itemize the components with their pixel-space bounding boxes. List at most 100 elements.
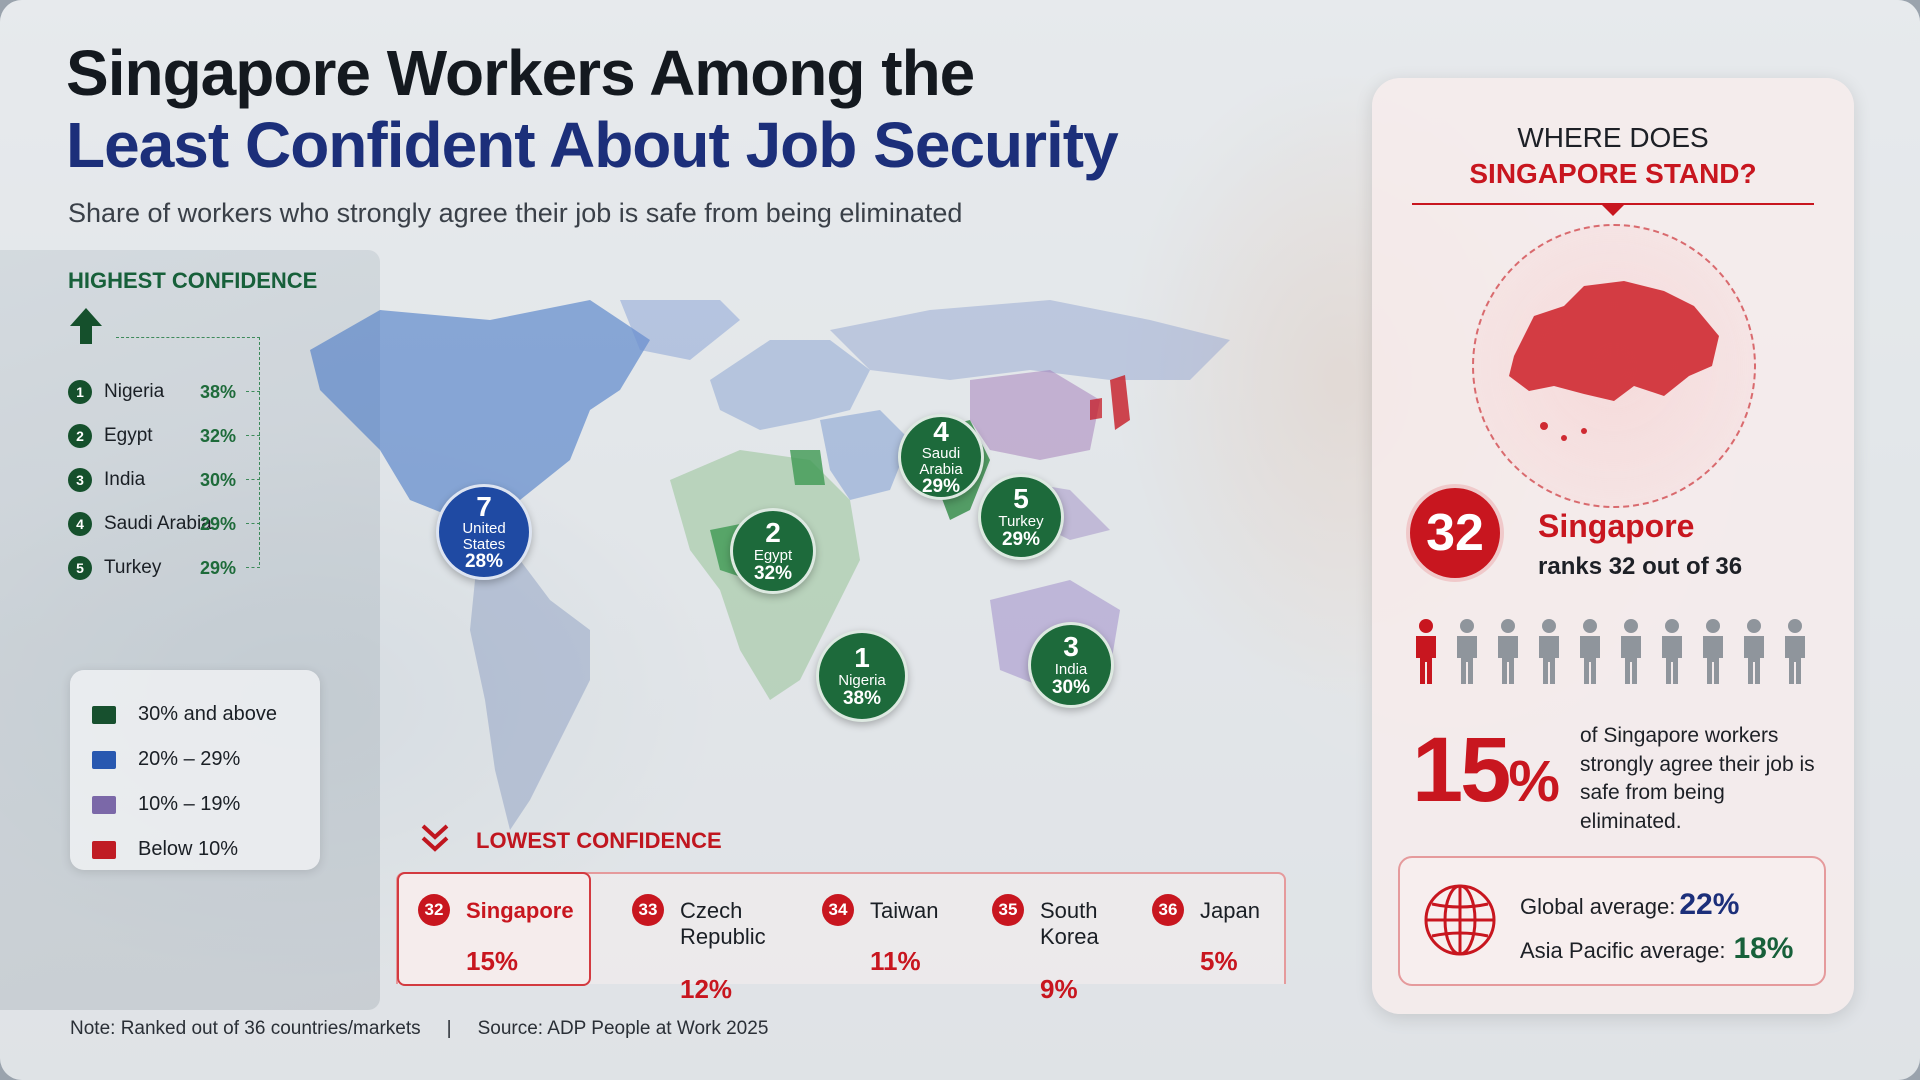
bracket-tick xyxy=(246,391,260,392)
bubble-country: India xyxy=(1054,660,1088,678)
page-title: Singapore Workers Among the Least Confid… xyxy=(66,37,1119,182)
legend-item: 10% – 19% xyxy=(92,782,320,827)
bubble-country: Nigeria xyxy=(838,671,886,689)
person-icon xyxy=(1498,619,1518,684)
person-icon xyxy=(1457,619,1477,684)
bubble-country: Turkey xyxy=(998,512,1044,530)
apac-average-label: Asia Pacific average: xyxy=(1520,938,1726,963)
highest-confidence-list: 1 Nigeria 38% 2 Egypt 32% 3 India 30% 4 Saudi Arab… xyxy=(68,370,268,590)
bubble-percentage: 38% xyxy=(842,687,882,709)
greenland-shape xyxy=(620,290,740,360)
footer: Note: Ranked out of 36 countries/markets… xyxy=(70,1018,768,1040)
panel-question-line-2: SINGAPORE STAND? xyxy=(1469,158,1757,189)
person-icon xyxy=(1621,619,1641,684)
apac-average: Asia Pacific average: 18% xyxy=(1520,932,1793,966)
double-chevron-down-icon xyxy=(421,824,449,852)
legend-label: 10% – 19% xyxy=(138,793,241,815)
big-percentage-symbol: % xyxy=(1508,749,1560,814)
panel-country: Singapore xyxy=(1538,508,1695,544)
legend-label: Below 10% xyxy=(138,838,239,860)
country-percentage: 5% xyxy=(1200,946,1238,976)
egypt-shape xyxy=(790,450,825,485)
person-icon xyxy=(1662,619,1682,684)
rank-number: 34 xyxy=(822,894,854,926)
panel-question-line-1: WHERE DOES xyxy=(1517,122,1709,153)
title-line-1: Singapore Workers Among the xyxy=(66,37,975,109)
person-icon xyxy=(1416,619,1436,684)
bubble-rank: 7 xyxy=(476,490,492,522)
bubble-rank: 3 xyxy=(1063,631,1079,663)
bubble-country: Saudi Arabia xyxy=(919,444,963,478)
bubble-percentage: 29% xyxy=(1001,528,1041,550)
singapore-highlight-box xyxy=(397,872,591,986)
top-list-item: 5 Turkey 29% xyxy=(68,546,268,590)
global-average: Global average: 22% xyxy=(1520,888,1739,922)
up-arrow-icon xyxy=(70,308,102,344)
person-icon xyxy=(1703,619,1723,684)
korea-shape xyxy=(1090,398,1102,420)
bubble-percentage: 29% xyxy=(921,476,961,498)
bubble-country: United States xyxy=(462,519,506,553)
rank-number: 3 xyxy=(68,468,92,492)
world-map-svg xyxy=(310,290,1230,830)
legend-swatch xyxy=(92,795,116,814)
map-bubble: 2 Egypt 32% xyxy=(730,508,816,594)
country-name: India xyxy=(104,469,146,490)
country-name: Saudi Arabia xyxy=(104,513,212,534)
bubble-rank: 1 xyxy=(854,642,870,674)
global-average-label: Global average: xyxy=(1520,894,1676,919)
lowest-confidence-heading: LOWEST CONFIDENCE xyxy=(476,828,722,853)
rank-number: 36 xyxy=(1152,894,1184,926)
footer-note: Note: Ranked out of 36 countries/markets xyxy=(70,1018,421,1039)
middle-east-shape xyxy=(820,410,910,500)
map-bubble: 4 Saudi Arabia 29% xyxy=(898,414,984,500)
bracket-tick xyxy=(246,435,260,436)
panel-rank-text: ranks 32 out of 36 xyxy=(1538,553,1743,580)
averages-box: Global average: 22% Asia Pacific average:… xyxy=(1398,856,1826,986)
people-icon-row xyxy=(1416,619,1805,684)
title-line-2: Least Confident About Job Security xyxy=(66,109,1119,182)
country-percentage: 12% xyxy=(680,974,733,1004)
singapore-map-circle xyxy=(1472,224,1756,508)
rank-number: 5 xyxy=(68,556,92,580)
country-percentage: 29% xyxy=(200,513,237,534)
map-bubble: 3 India 30% xyxy=(1028,622,1114,708)
bracket-tick xyxy=(246,479,260,480)
legend-swatch xyxy=(92,840,116,859)
bubble-rank: 4 xyxy=(933,415,949,447)
apac-average-value: 18% xyxy=(1733,932,1794,965)
bracket-tick xyxy=(246,523,260,524)
panel-divider-pointer xyxy=(1601,204,1625,216)
south-america-shape xyxy=(470,530,590,830)
country-percentage: 38% xyxy=(200,381,237,402)
legend-swatch xyxy=(92,705,116,724)
legend-item: 20% – 29% xyxy=(92,737,320,782)
russia-shape xyxy=(830,300,1230,380)
country-name: Taiwan xyxy=(870,898,939,923)
world-map xyxy=(290,290,1390,860)
person-icon xyxy=(1539,619,1559,684)
top-list-item: 4 Saudi Arabia 29% xyxy=(68,502,268,546)
rank-number: 33 xyxy=(632,894,664,926)
country-name: Japan xyxy=(1200,898,1260,923)
legend-item: 30% and above xyxy=(92,692,320,737)
big-percentage: 15% xyxy=(1412,718,1560,823)
rank-number: 1 xyxy=(68,380,92,404)
singapore-map-shape xyxy=(1509,281,1719,441)
country-percentage: 9% xyxy=(1040,974,1078,1004)
top-list-item: 1 Nigeria 38% xyxy=(68,370,268,414)
singapore-rank-badge: 32 xyxy=(1406,484,1504,582)
country-percentage: 32% xyxy=(200,425,237,446)
global-average-value: 22% xyxy=(1679,888,1740,921)
bubble-country: Egypt xyxy=(753,546,793,564)
singapore-panel: WHERE DOES SINGAPORE STAND? 32 Singapore… xyxy=(1372,78,1854,1014)
china-shape xyxy=(970,370,1100,460)
rank-number: 2 xyxy=(68,424,92,448)
top-list-item: 2 Egypt 32% xyxy=(68,414,268,458)
country-name: Turkey xyxy=(104,557,162,578)
big-percentage-value: 15 xyxy=(1412,719,1511,821)
legend-label: 20% – 29% xyxy=(138,748,241,770)
map-bubble: 7 United States 28% xyxy=(436,484,532,580)
rank-number: 32 xyxy=(418,894,450,926)
